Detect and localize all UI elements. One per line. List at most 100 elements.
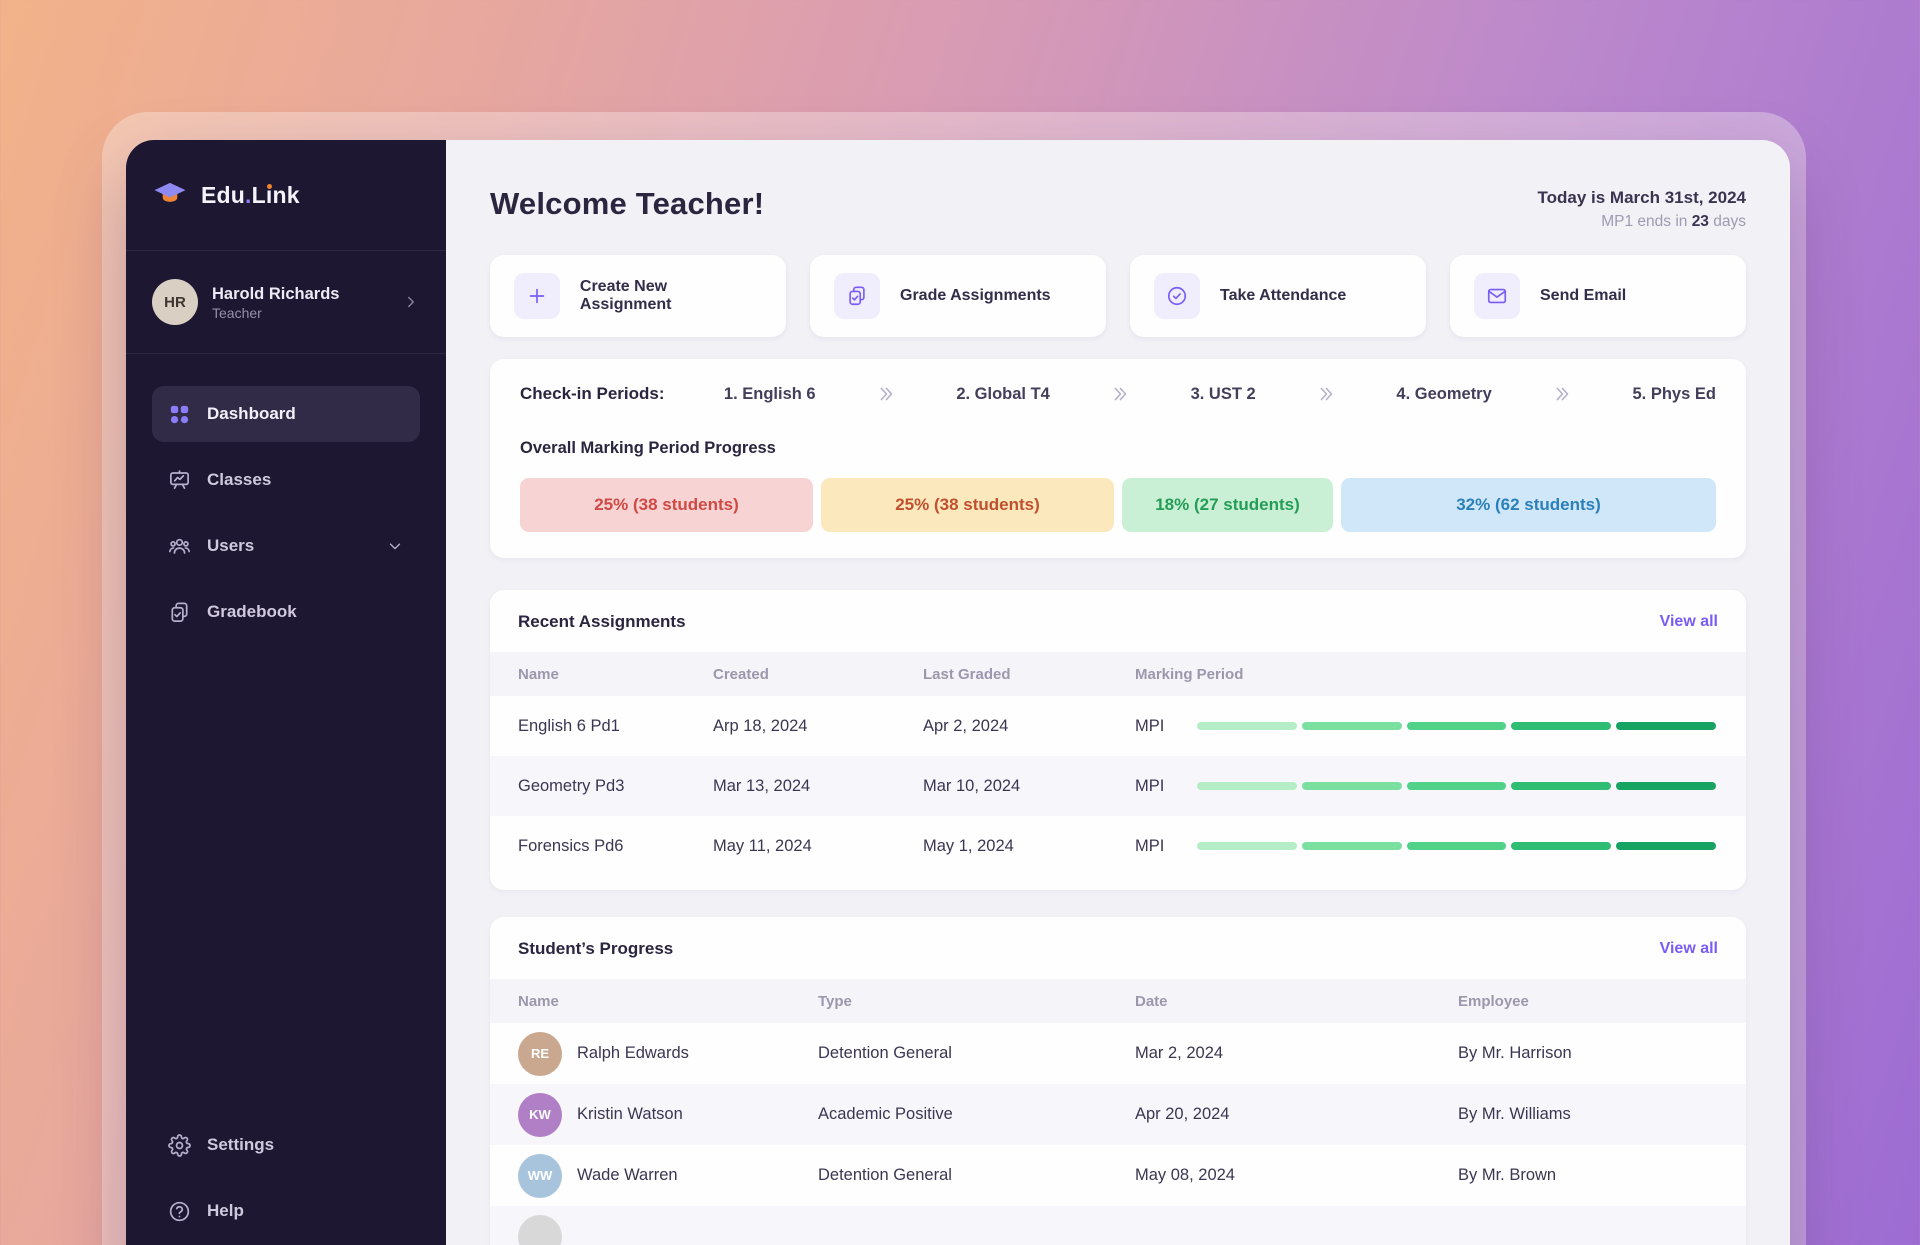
checkin-progress-panel: Check-in Periods: 1. English 6 2. Global… <box>490 359 1746 558</box>
sidebar-item-label: Classes <box>207 470 272 489</box>
checkin-period-5[interactable]: 5. Phys Ed <box>1632 384 1716 403</box>
column-header-name: Name <box>518 992 559 1010</box>
brand-logo: Edu.Lınk <box>152 140 420 250</box>
help-circle-icon <box>169 1201 190 1221</box>
double-chevron-icon <box>1114 387 1127 401</box>
chevron-down-icon <box>389 543 401 550</box>
assignment-last-graded: May 1, 2024 <box>923 836 1014 855</box>
sidebar-footer: Settings Help <box>152 1117 420 1239</box>
mpi-progress-bar <box>1197 782 1718 790</box>
sidebar-item-dashboard[interactable]: Dashboard <box>152 386 420 442</box>
sidebar-item-label: Users <box>207 536 255 555</box>
profile-name: Harold Richards <box>212 284 340 303</box>
sidebar-item-users[interactable]: Users <box>152 518 420 574</box>
graduation-cap-icon <box>154 182 186 202</box>
grade-clipboard-icon <box>834 273 880 319</box>
column-header-marking-period: Marking Period <box>1135 665 1244 683</box>
double-chevron-icon <box>1320 387 1333 401</box>
column-header-created: Created <box>713 665 769 683</box>
mpi-progress-bar <box>1197 722 1718 730</box>
main-content: Welcome Teacher! Today is March 31st, 20… <box>446 140 1790 1245</box>
marking-progress-title: Overall Marking Period Progress <box>520 439 776 457</box>
sidebar-item-settings[interactable]: Settings <box>152 1117 420 1173</box>
record-employee: By Mr. Harrison <box>1458 1044 1572 1062</box>
recent-view-all-link[interactable]: View all <box>1659 613 1718 630</box>
send-email-button[interactable]: Send Email <box>1450 255 1746 337</box>
assignment-created: Mar 13, 2024 <box>713 776 811 795</box>
assignment-name: Forensics Pd6 <box>518 836 624 855</box>
record-employee: By Mr. Williams <box>1458 1105 1571 1123</box>
assignment-period: MPI <box>1135 776 1165 795</box>
sidebar-item-label: Settings <box>207 1135 275 1154</box>
checkin-periods-row: Check-in Periods: 1. English 6 2. Global… <box>520 383 1716 405</box>
recent-assignments-title: Recent Assignments <box>518 612 686 631</box>
avatar: WW <box>518 1153 562 1198</box>
sidebar-item-label: Dashboard <box>207 404 296 423</box>
table-row[interactable]: English 6 Pd1 Arp 18, 2024 Apr 2, 2024 M… <box>490 696 1746 756</box>
assignment-name: Geometry Pd3 <box>518 776 625 795</box>
record-date: Mar 2, 2024 <box>1135 1044 1224 1062</box>
student-name: Kristin Watson <box>577 1105 683 1123</box>
sidebar-item-label: Help <box>207 1201 244 1220</box>
assignment-last-graded: Mar 10, 2024 <box>923 776 1021 795</box>
profile-menu[interactable]: HR Harold Richards Teacher <box>152 251 420 353</box>
table-row[interactable]: Geometry Pd3 Mar 13, 2024 Mar 10, 2024 M… <box>490 756 1746 816</box>
assignment-period: MPI <box>1135 836 1165 855</box>
record-type: Academic Positive <box>818 1105 953 1123</box>
students-table-header: Name Type Date Employee <box>490 979 1746 1023</box>
check-circle-icon <box>1154 273 1200 319</box>
page-header: Welcome Teacher! Today is March 31st, 20… <box>490 186 1746 231</box>
table-row[interactable]: RE Ralph Edwards Detention General Mar 2… <box>490 1023 1746 1084</box>
grid-icon <box>170 405 189 423</box>
create-new-assignment-button[interactable]: Create New Assignment <box>490 255 786 337</box>
record-type: Detention General <box>818 1166 952 1184</box>
column-header-name: Name <box>518 665 559 683</box>
marking-period-countdown: MP1 ends in 23 days <box>1601 213 1746 230</box>
checkin-period-4[interactable]: 4. Geometry <box>1396 384 1492 403</box>
avatar: KW <box>518 1092 562 1137</box>
students-view-all-link[interactable]: View all <box>1659 940 1718 957</box>
record-date: Apr 20, 2024 <box>1135 1105 1230 1123</box>
sidebar: Edu.Lınk HR Harold Richards Teacher Dash… <box>126 140 446 1245</box>
profile-role: Teacher <box>212 305 262 322</box>
recent-table-header: Name Created Last Graded Marking Period <box>490 652 1746 696</box>
table-row[interactable]: Forensics Pd6 May 11, 2024 May 1, 2024 M… <box>490 816 1746 876</box>
take-attendance-button[interactable]: Take Attendance <box>1130 255 1426 337</box>
marking-progress-bar: 25% (38 students) 25% (38 students) 18% … <box>520 478 1716 532</box>
divider <box>126 353 446 354</box>
avatar: HR <box>152 279 198 325</box>
double-chevron-icon <box>880 387 893 401</box>
table-row[interactable]: WW Wade Warren Detention General May 08,… <box>490 1145 1746 1206</box>
sidebar-item-gradebook[interactable]: Gradebook <box>152 584 420 640</box>
table-row[interactable] <box>490 1206 1746 1245</box>
assignment-created: Arp 18, 2024 <box>713 716 808 735</box>
grade-assignments-button[interactable]: Grade Assignments <box>810 255 1106 337</box>
checkin-period-1[interactable]: 1. English 6 <box>723 384 816 403</box>
avatar <box>518 1214 562 1245</box>
sidebar-item-label: Gradebook <box>207 602 297 621</box>
sidebar-item-classes[interactable]: Classes <box>152 452 420 508</box>
checkin-period-2[interactable]: 2. Global T4 <box>956 384 1050 403</box>
progress-segment-blue: 32% (62 students) <box>1340 478 1716 532</box>
presentation-board-icon <box>170 469 189 489</box>
table-row[interactable]: KW Kristin Watson Academic Positive Apr … <box>490 1084 1746 1145</box>
checkin-periods-label: Check-in Periods: <box>520 384 665 403</box>
column-header-type: Type <box>818 992 852 1010</box>
progress-segment-yellow: 25% (38 students) <box>821 478 1114 532</box>
record-employee: By Mr. Brown <box>1458 1166 1557 1184</box>
checkin-period-3[interactable]: 3. UST 2 <box>1190 384 1256 403</box>
plus-icon <box>514 273 560 319</box>
divider <box>126 250 446 251</box>
profile-info: Harold Richards Teacher <box>212 283 339 321</box>
sidebar-item-help[interactable]: Help <box>152 1183 420 1239</box>
double-chevron-icon <box>1556 387 1569 401</box>
quick-actions: Create New Assignment Grade Assignments … <box>490 255 1746 337</box>
progress-segment-green: 18% (27 students) <box>1122 478 1333 532</box>
mpi-progress-bar <box>1197 842 1718 850</box>
assignment-created: May 11, 2024 <box>713 836 812 855</box>
assignment-period: MPI <box>1135 716 1165 735</box>
date-block: Today is March 31st, 2024 MP1 ends in 23… <box>1537 188 1746 231</box>
avatar: RE <box>518 1031 562 1076</box>
progress-segment-red: 25% (38 students) <box>520 478 813 532</box>
chevron-right-icon <box>408 296 414 308</box>
